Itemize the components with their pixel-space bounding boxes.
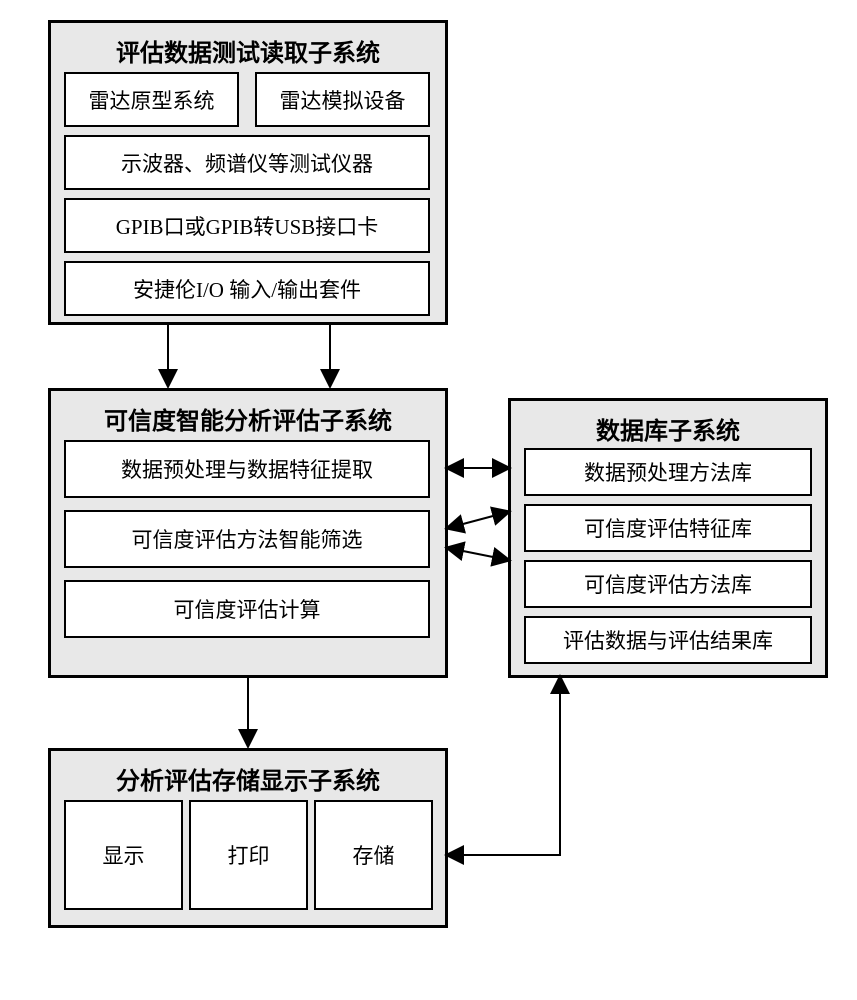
arrow-6	[448, 678, 560, 855]
subsystem3-cell-3: 评估数据与评估结果库	[524, 616, 812, 664]
subsystem4-cell-2: 存储	[314, 800, 433, 910]
subsystem2-cell-0: 数据预处理与数据特征提取	[64, 440, 430, 498]
arrow-5	[448, 548, 508, 560]
subsystem3-cell-0: 数据预处理方法库	[524, 448, 812, 496]
subsystem4-cell-0: 显示	[64, 800, 183, 910]
arrow-4	[448, 512, 508, 528]
subsystem1-cell-4: 安捷伦I/O 输入/输出套件	[64, 261, 430, 316]
subsystem3-cell-2: 可信度评估方法库	[524, 560, 812, 608]
subsystem1-cell-1: 雷达模拟设备	[255, 72, 430, 127]
subsystem4-cell-1: 打印	[189, 800, 308, 910]
subsystem2-cell-1: 可信度评估方法智能筛选	[64, 510, 430, 568]
subsystem4-title: 分析评估存储显示子系统	[51, 751, 445, 806]
subsystem2-title: 可信度智能分析评估子系统	[51, 391, 445, 446]
subsystem1-cell-2: 示波器、频谱仪等测试仪器	[64, 135, 430, 190]
subsystem1-title: 评估数据测试读取子系统	[51, 23, 445, 78]
subsystem2-cell-2: 可信度评估计算	[64, 580, 430, 638]
subsystem1-cell-3: GPIB口或GPIB转USB接口卡	[64, 198, 430, 253]
subsystem1-cell-0: 雷达原型系统	[64, 72, 239, 127]
subsystem3-cell-1: 可信度评估特征库	[524, 504, 812, 552]
